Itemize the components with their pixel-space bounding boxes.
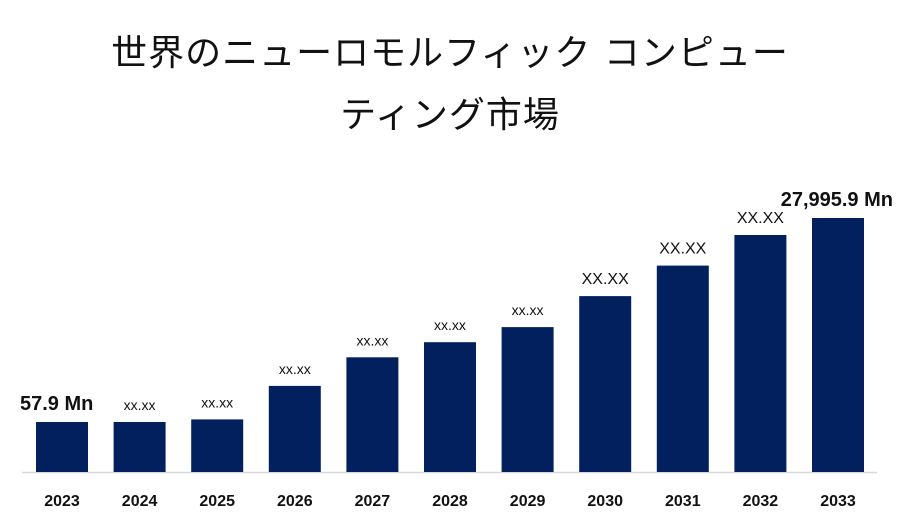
bar-2025 [191, 419, 244, 472]
bar-2031 [656, 265, 709, 472]
bar-2027 [346, 357, 399, 472]
x-tick-2032: 2032 [743, 493, 779, 510]
data-label-2027: xx.xx [356, 332, 388, 348]
chart-title-line-2: ティング市場 [340, 95, 560, 136]
data-label-2032: XX.XX [737, 210, 784, 227]
bar-2030 [579, 296, 632, 472]
bar-2032 [734, 235, 787, 472]
data-label-2031: XX.XX [659, 241, 706, 258]
bar-series [36, 218, 864, 472]
x-tick-2028: 2028 [432, 493, 468, 510]
x-tick-2024: 2024 [122, 493, 158, 510]
bar-2028 [424, 342, 476, 472]
bar-2029 [501, 327, 554, 472]
data-label-2023: 57.9 Mn [20, 393, 93, 415]
x-axis-tick-labels: 2023 2024 2025 2026 2027 2028 2029 2030 2031 2032… [44, 493, 856, 510]
data-label-2028: xx.xx [434, 317, 466, 333]
x-tick-2026: 2026 [277, 493, 313, 510]
x-tick-2025: 2025 [199, 493, 235, 510]
x-tick-2027: 2027 [355, 493, 391, 510]
x-tick-2029: 2029 [510, 493, 546, 510]
x-tick-2023: 2023 [44, 493, 80, 510]
bar-2033 [812, 218, 864, 472]
data-label-2025: xx.xx [201, 394, 233, 410]
bar-2026 [268, 385, 321, 472]
bar-2024 [113, 422, 166, 472]
bar-2023 [36, 422, 88, 472]
x-tick-2033: 2033 [820, 493, 856, 510]
data-labels: 57.9 Mn xx.xx xx.xx xx.xx xx.xx xx.xx xx.xx XX.… [20, 189, 893, 415]
x-tick-2031: 2031 [665, 493, 701, 510]
data-label-2029: xx.xx [512, 302, 544, 318]
data-label-2033: 27,995.9 Mn [781, 189, 893, 211]
x-tick-2030: 2030 [587, 493, 623, 510]
data-label-2030: XX.XX [582, 271, 629, 288]
data-label-2024: xx.xx [124, 397, 156, 413]
data-label-2026: xx.xx [279, 361, 311, 377]
chart-title-line-1: 世界のニューロモルフィック コンピュー [111, 33, 789, 74]
